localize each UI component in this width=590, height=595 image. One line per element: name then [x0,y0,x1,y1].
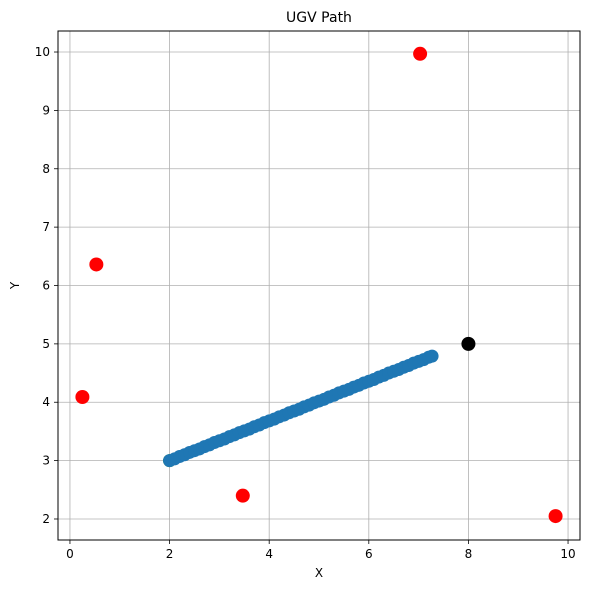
y-axis-label: Y [8,281,22,290]
obstacle-point [548,509,563,524]
chart-title: UGV Path [286,10,352,26]
series-goal [461,336,476,351]
y-tick-label: 10 [35,45,50,59]
path-point [425,349,439,363]
plot-area [75,46,563,524]
y-tick-label: 6 [42,279,50,293]
x-tick-label: 2 [166,547,174,561]
obstacle-point [413,46,428,61]
series-path [163,349,439,468]
y-tick-label: 4 [42,395,50,409]
x-tick-label: 6 [365,547,373,561]
goal-point [461,336,476,351]
grid [58,31,580,540]
x-tick-label: 0 [66,547,74,561]
obstacle-point [75,389,90,404]
y-tick-label: 9 [42,103,50,117]
x-tick-label: 10 [560,547,575,561]
x-axis-label: X [315,566,323,580]
ticks: 0 2 4 6 8 10 2 3 4 5 6 7 8 9 10 [35,45,576,561]
y-tick-label: 2 [42,512,50,526]
obstacle-point [235,488,250,503]
y-tick-label: 5 [42,337,50,351]
y-tick-label: 8 [42,162,50,176]
y-tick-label: 3 [42,454,50,468]
y-tick-label: 7 [42,220,50,234]
x-tick-label: 4 [265,547,273,561]
obstacle-point [89,257,104,272]
series-obstacles [75,46,563,524]
x-tick-label: 8 [465,547,473,561]
